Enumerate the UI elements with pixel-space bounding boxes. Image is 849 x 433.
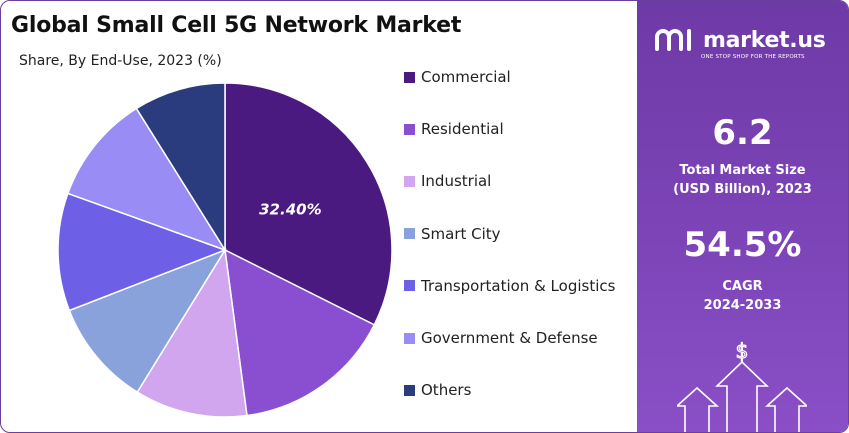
market-size-label-2: (USD Billion), 2023 [673, 182, 812, 197]
legend-swatch [404, 384, 415, 396]
market-size-value: 6.2 [712, 113, 773, 153]
legend-label: Commercial [421, 68, 511, 86]
pie-slice-transportation-logistics [57, 192, 228, 312]
chart-subtitle: Share, By End-Use, 2023 (%) [19, 53, 222, 69]
legend-swatch [404, 123, 415, 135]
legend-label: Transportation & Logistics [421, 276, 616, 295]
pie-slice-commercial [224, 82, 393, 326]
pie-slice-government-defense [66, 107, 227, 252]
pie-slice-industrial [136, 247, 248, 418]
pie-slice-others [135, 82, 226, 253]
chart-title: Global Small Cell 5G Network Market [11, 13, 462, 38]
cagr-label: CAGR [722, 279, 763, 294]
brand-name: market.us [703, 27, 826, 53]
legend-item-residential: Residential [404, 119, 504, 139]
chart-panel: Global Small Cell 5G Network Market Shar… [1, 1, 637, 432]
pie-slice-smart-city [68, 248, 227, 394]
legend-item-smart-city: Smart City [404, 224, 501, 244]
legend-swatch [404, 280, 415, 292]
legend-label: Others [421, 381, 472, 400]
legend-swatch [404, 332, 415, 344]
legend-item-government-defense: Government & Defense [404, 328, 598, 348]
brand-tagline: ONE STOP SHOP FOR THE REPORTS [701, 54, 805, 60]
pie-data-label: 32.40% [259, 201, 321, 219]
legend-swatch [404, 228, 415, 240]
growth-arrows-icon: $ [677, 338, 807, 432]
brand-logo: market.us [653, 27, 826, 53]
legend-swatch [404, 175, 415, 187]
dollar-icon: $ [736, 339, 749, 363]
legend-label: Industrial [421, 172, 492, 191]
legend-label: Smart City [421, 224, 501, 243]
legend-item-commercial: Commercial [404, 67, 511, 87]
legend-item-industrial: Industrial [404, 171, 491, 191]
cagr-value: 54.5% [683, 225, 802, 265]
pie-chart: 32.40% [57, 82, 393, 418]
legend-item-transportation-logistics: Transportation & Logistics [404, 276, 615, 296]
legend-item-others: Others [404, 380, 471, 400]
cagr-period: 2024-2033 [703, 298, 782, 313]
pie-slice-residential [224, 248, 376, 417]
summary-panel: market.us ONE STOP SHOP FOR THE REPORTS … [637, 1, 848, 432]
market-size-label-1: Total Market Size [679, 163, 806, 178]
market-us-logo-icon [655, 29, 691, 51]
legend-label: Government & Defense [421, 329, 598, 347]
legend-label: Residential [421, 120, 504, 139]
legend-swatch [404, 71, 415, 83]
